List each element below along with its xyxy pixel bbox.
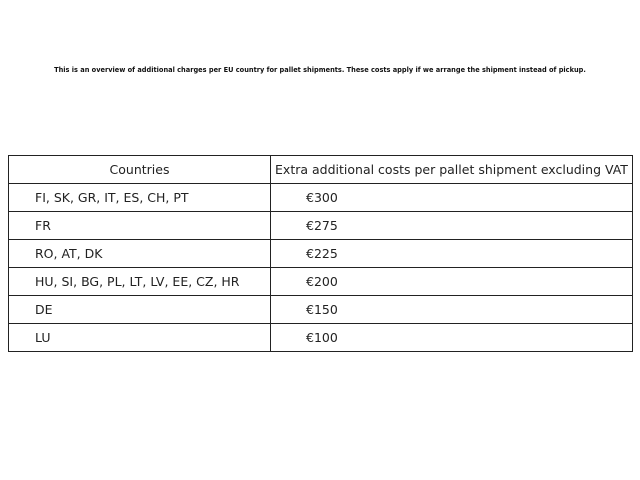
cost-cell: €100 (270, 323, 633, 352)
table-row: FI, SK, GR, IT, ES, CH, PT €300 (8, 183, 633, 212)
header-extra-costs: Extra additional costs per pallet shipme… (270, 155, 633, 184)
countries-cell: LU (8, 323, 271, 352)
countries-cell: FR (8, 211, 271, 240)
cost-cell: €300 (270, 183, 633, 212)
table-row: FR €275 (8, 211, 633, 240)
table-header-row: Countries Extra additional costs per pal… (8, 155, 633, 184)
cost-cell: €275 (270, 211, 633, 240)
countries-cell: DE (8, 295, 271, 324)
countries-cell: FI, SK, GR, IT, ES, CH, PT (8, 183, 271, 212)
pallet-charges-table: Countries Extra additional costs per pal… (8, 155, 633, 352)
cost-cell: €225 (270, 239, 633, 268)
table-row: LU €100 (8, 323, 633, 352)
table-row: DE €150 (8, 295, 633, 324)
intro-text: This is an overview of additional charge… (54, 66, 586, 74)
cost-cell: €200 (270, 267, 633, 296)
header-countries: Countries (8, 155, 271, 184)
countries-cell: HU, SI, BG, PL, LT, LV, EE, CZ, HR (8, 267, 271, 296)
table-row: RO, AT, DK €225 (8, 239, 633, 268)
cost-cell: €150 (270, 295, 633, 324)
table-row: HU, SI, BG, PL, LT, LV, EE, CZ, HR €200 (8, 267, 633, 296)
countries-cell: RO, AT, DK (8, 239, 271, 268)
